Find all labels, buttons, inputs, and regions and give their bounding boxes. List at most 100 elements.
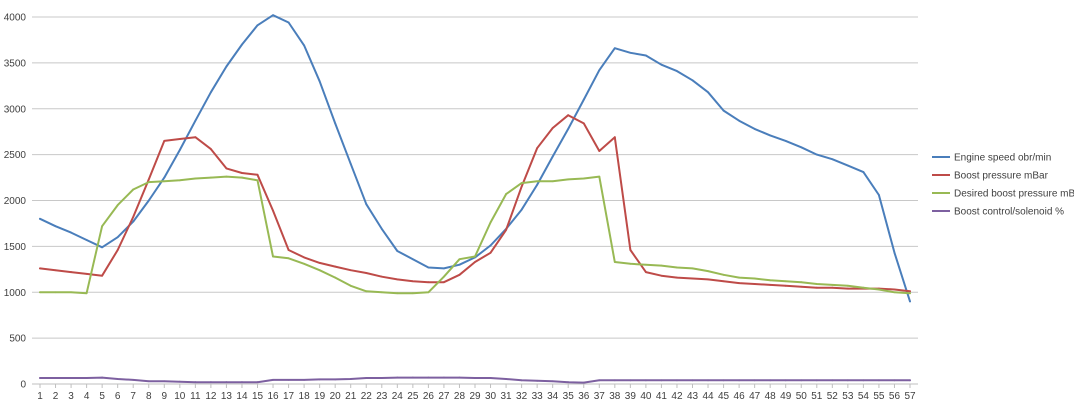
data-point bbox=[909, 379, 911, 382]
data-point bbox=[241, 43, 243, 46]
data-point bbox=[318, 378, 321, 381]
x-tick-label: 39 bbox=[625, 391, 637, 402]
data-point bbox=[893, 291, 896, 294]
data-point bbox=[878, 288, 880, 291]
data-point bbox=[707, 278, 709, 281]
data-point bbox=[800, 281, 803, 284]
data-point bbox=[613, 261, 616, 263]
data-point bbox=[147, 199, 150, 202]
data-point bbox=[163, 139, 166, 142]
data-point bbox=[644, 263, 647, 266]
x-tick-label: 50 bbox=[796, 391, 808, 402]
data-point bbox=[769, 134, 772, 137]
data-point bbox=[163, 176, 166, 179]
x-tick-label: 32 bbox=[516, 391, 528, 402]
x-tick-label: 56 bbox=[889, 391, 901, 402]
data-point bbox=[396, 376, 399, 379]
data-point bbox=[846, 379, 849, 382]
data-point bbox=[862, 379, 865, 382]
data-point bbox=[567, 114, 570, 117]
x-tick-label: 19 bbox=[314, 391, 326, 402]
data-point bbox=[489, 377, 492, 379]
data-point bbox=[70, 271, 72, 273]
x-tick-label: 37 bbox=[594, 391, 606, 402]
data-point bbox=[365, 272, 368, 274]
data-point bbox=[878, 194, 880, 196]
x-tick-label: 47 bbox=[749, 391, 761, 402]
data-point bbox=[536, 184, 539, 186]
x-tick-label: 35 bbox=[563, 391, 575, 402]
data-point bbox=[676, 266, 678, 269]
data-point bbox=[443, 275, 445, 278]
legend-label: Boost pressure mBar bbox=[954, 171, 1049, 182]
x-tick-label: 46 bbox=[734, 391, 746, 402]
x-tick-label: 51 bbox=[811, 391, 823, 402]
x-tick-label: 16 bbox=[267, 391, 279, 402]
data-point bbox=[831, 158, 834, 161]
data-point bbox=[116, 378, 119, 380]
data-point bbox=[567, 128, 570, 130]
series-lines bbox=[39, 14, 911, 384]
data-point bbox=[613, 47, 616, 50]
data-point bbox=[39, 291, 41, 294]
data-point bbox=[101, 225, 104, 228]
data-point bbox=[209, 381, 212, 384]
data-point bbox=[613, 379, 616, 382]
x-tick-label: 57 bbox=[904, 391, 916, 402]
x-tick-label: 2 bbox=[53, 391, 59, 402]
x-tick-label: 25 bbox=[407, 391, 419, 402]
data-point bbox=[551, 155, 554, 158]
data-point bbox=[303, 378, 306, 381]
x-tick-label: 28 bbox=[454, 391, 466, 402]
data-point bbox=[349, 284, 352, 287]
x-tick-label: 20 bbox=[330, 391, 342, 402]
data-point bbox=[209, 176, 212, 179]
data-point bbox=[660, 264, 663, 267]
x-tick-label: 41 bbox=[656, 391, 668, 402]
x-tick-label: 1 bbox=[37, 391, 43, 402]
data-point bbox=[209, 148, 212, 151]
x-tick-label: 54 bbox=[858, 391, 870, 402]
data-point bbox=[582, 98, 585, 101]
y-tick-label: 4000 bbox=[4, 13, 27, 24]
data-point bbox=[54, 377, 57, 379]
data-point bbox=[722, 273, 725, 276]
data-point bbox=[85, 273, 88, 275]
data-point bbox=[815, 379, 818, 382]
x-tick-label: 42 bbox=[671, 391, 683, 402]
data-point bbox=[147, 181, 150, 184]
data-point bbox=[582, 122, 585, 125]
data-point bbox=[784, 280, 787, 283]
x-tick-label: 13 bbox=[221, 391, 233, 402]
data-point bbox=[613, 136, 616, 139]
data-point bbox=[691, 379, 694, 382]
data-point bbox=[505, 193, 507, 195]
data-point bbox=[489, 244, 492, 247]
data-point bbox=[598, 150, 601, 152]
data-point bbox=[520, 182, 523, 184]
x-tick-label: 34 bbox=[547, 391, 559, 402]
data-point bbox=[629, 379, 632, 382]
data-point bbox=[443, 376, 445, 379]
data-point bbox=[909, 292, 911, 295]
series-line-3 bbox=[39, 175, 911, 295]
x-tick-label: 48 bbox=[765, 391, 777, 402]
data-point bbox=[396, 292, 399, 295]
x-tick-label: 36 bbox=[578, 391, 590, 402]
x-tick-label: 30 bbox=[485, 391, 497, 402]
data-point bbox=[194, 119, 197, 122]
data-point bbox=[39, 377, 41, 379]
data-point bbox=[427, 376, 430, 379]
data-point bbox=[598, 69, 601, 72]
data-point bbox=[660, 379, 663, 382]
data-point bbox=[629, 51, 632, 54]
data-point bbox=[380, 228, 383, 230]
data-point bbox=[769, 379, 772, 382]
data-point bbox=[738, 119, 741, 122]
x-tick-label: 15 bbox=[252, 391, 264, 402]
data-point bbox=[691, 267, 694, 270]
y-tick-label: 3500 bbox=[4, 58, 27, 69]
x-tick-label: 38 bbox=[609, 391, 621, 402]
data-point bbox=[660, 274, 663, 277]
